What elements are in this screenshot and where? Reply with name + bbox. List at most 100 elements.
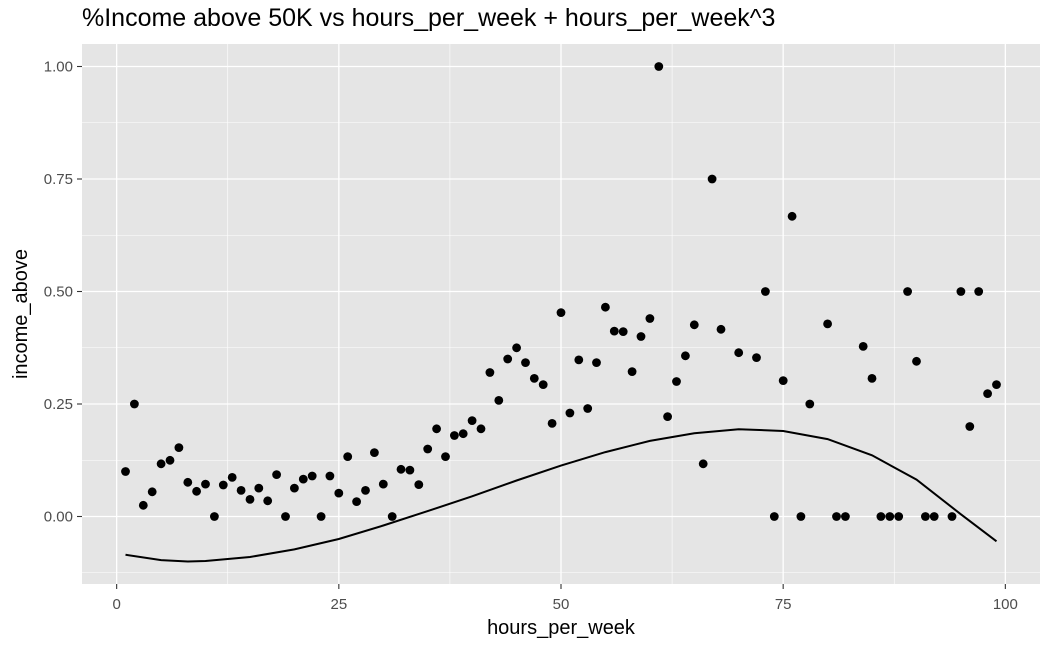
data-point xyxy=(432,424,441,434)
data-point xyxy=(387,512,397,521)
fitted-curve-layer xyxy=(125,428,998,563)
data-point xyxy=(121,467,130,476)
data-point xyxy=(316,512,326,521)
data-point xyxy=(636,332,646,341)
data-point xyxy=(521,358,530,367)
data-point xyxy=(885,512,895,521)
data-point xyxy=(201,479,210,489)
y-tick-label: 0.25 xyxy=(44,396,73,413)
data-point xyxy=(805,399,815,409)
data-point xyxy=(538,380,548,389)
data-point xyxy=(272,470,281,479)
data-point xyxy=(218,480,228,490)
data-point xyxy=(450,431,459,440)
data-point xyxy=(769,512,779,521)
data-point xyxy=(698,459,708,469)
data-point xyxy=(778,376,788,385)
data-point xyxy=(654,62,664,71)
data-point xyxy=(183,477,193,487)
data-point xyxy=(556,308,566,317)
data-point xyxy=(903,287,912,296)
data-point xyxy=(672,377,681,386)
data-point xyxy=(974,287,984,296)
data-point xyxy=(281,512,290,521)
data-point xyxy=(947,512,957,521)
data-point xyxy=(414,480,424,489)
data-point xyxy=(689,320,699,330)
data-point xyxy=(423,444,433,454)
data-point xyxy=(138,500,148,510)
y-axis-title: income_above xyxy=(10,249,32,379)
data-point xyxy=(370,448,379,457)
data-point xyxy=(627,367,637,376)
data-point xyxy=(325,471,335,481)
y-tick-label: 0.00 xyxy=(44,509,73,526)
data-point xyxy=(458,429,468,439)
data-point xyxy=(192,486,202,496)
data-point xyxy=(485,368,495,377)
data-points xyxy=(121,62,1001,521)
data-point xyxy=(663,412,672,421)
data-point xyxy=(210,512,219,521)
data-point xyxy=(841,512,850,521)
data-point xyxy=(601,302,610,312)
data-point xyxy=(298,474,308,484)
data-point xyxy=(494,396,504,405)
data-point xyxy=(796,512,806,521)
fitted-curve xyxy=(125,428,998,563)
data-point xyxy=(929,512,939,521)
x-tick-label: 75 xyxy=(775,596,792,613)
data-point xyxy=(503,354,513,364)
y-tick-label: 0.75 xyxy=(44,171,73,188)
data-point xyxy=(609,326,619,336)
x-axis-title: hours_per_week xyxy=(487,617,636,639)
data-point xyxy=(227,473,237,482)
data-point xyxy=(832,512,841,521)
data-point xyxy=(956,287,966,296)
data-point xyxy=(574,355,584,365)
data-point xyxy=(645,314,655,323)
x-tick-label: 0 xyxy=(112,596,120,613)
data-point xyxy=(290,483,299,493)
y-tick-label: 1.00 xyxy=(44,59,73,76)
data-point xyxy=(983,389,992,398)
data-point xyxy=(174,443,184,452)
data-point xyxy=(236,486,246,495)
x-tick-label: 50 xyxy=(553,596,570,613)
x-tick-label: 25 xyxy=(330,596,347,613)
data-point xyxy=(441,452,450,461)
data-point xyxy=(547,419,557,428)
data-point xyxy=(583,404,593,413)
data-point xyxy=(858,342,868,351)
data-point xyxy=(894,512,904,521)
data-point xyxy=(707,174,717,184)
data-point xyxy=(378,479,388,489)
data-point xyxy=(529,374,539,383)
data-point xyxy=(965,422,975,431)
data-point xyxy=(254,483,264,493)
data-point xyxy=(592,358,601,367)
data-point xyxy=(787,211,797,221)
x-tick-label: 100 xyxy=(993,596,1018,613)
data-point xyxy=(343,452,353,461)
data-point xyxy=(734,348,744,358)
x-axis-ticks: 0 25 50 75 100 xyxy=(112,584,1018,613)
data-point xyxy=(992,380,1001,389)
chart-title: %Income above 50K vs hours_per_week + ho… xyxy=(82,4,776,32)
data-point xyxy=(761,287,770,296)
data-point xyxy=(716,324,726,334)
data-point xyxy=(405,465,415,475)
y-tick-label: 0.50 xyxy=(44,284,73,301)
data-point xyxy=(361,486,370,495)
data-point xyxy=(912,356,921,366)
data-point xyxy=(147,487,157,497)
data-point xyxy=(467,416,477,425)
data-point xyxy=(867,374,877,383)
data-point xyxy=(263,496,273,506)
data-point xyxy=(307,471,317,481)
data-point xyxy=(681,351,690,361)
data-point xyxy=(565,408,575,418)
data-point xyxy=(512,343,521,353)
data-point xyxy=(752,353,761,362)
